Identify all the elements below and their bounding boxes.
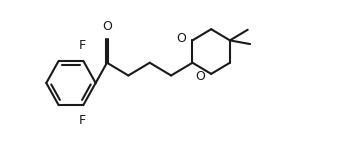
Text: O: O: [176, 32, 186, 45]
Text: F: F: [79, 39, 86, 52]
Text: O: O: [102, 20, 112, 33]
Text: O: O: [195, 70, 205, 83]
Text: F: F: [79, 114, 86, 127]
